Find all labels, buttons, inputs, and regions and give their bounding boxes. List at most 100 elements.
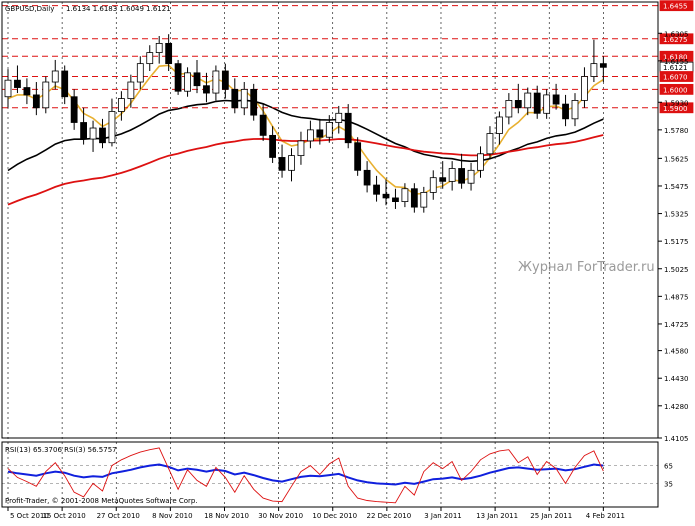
rsi3-line (7, 447, 604, 504)
candle-body (382, 193, 390, 199)
price-level-label: 1.5900 (663, 105, 688, 113)
y-tick-label: 1.6155 (664, 58, 689, 66)
rsi-label: RSI(13) 65.3706 RSI(3) 56.5757 (5, 446, 117, 454)
main-panel-frame (1, 1, 659, 439)
y-tick-label: 1.5475 (664, 183, 689, 191)
candle-body (42, 81, 50, 109)
x-tick-label: 4 Feb 2011 (586, 512, 625, 520)
x-tick-label: 22 Dec 2010 (366, 512, 411, 520)
price-level-label: 1.6180 (663, 53, 688, 61)
chart-header-symbol: GBPUSD,Daily (5, 5, 54, 13)
candle-body (146, 52, 154, 65)
candle-body (250, 88, 258, 116)
candle-body (136, 63, 144, 83)
candle-body (373, 184, 380, 195)
candle-body (193, 72, 201, 87)
candle-body (23, 87, 31, 96)
y-tick-label: 1.5025 (664, 266, 689, 274)
candle-body (70, 96, 78, 123)
candle-body (344, 112, 352, 144)
x-tick-label: 8 Nov 2010 (152, 512, 192, 520)
candle-body (174, 63, 182, 92)
candle-body (562, 103, 569, 120)
y-tick-label: 1.5930 (664, 99, 689, 107)
candle-body (543, 94, 551, 114)
rsi-panel-frame (1, 441, 659, 508)
y-tick-label: 1.5780 (664, 127, 689, 135)
candle-body (51, 70, 59, 83)
chart-header-ohlc: 1.6134 1.6183 1.6049 1.6121 (66, 5, 171, 13)
x-tick-label: 18 Nov 2010 (204, 512, 249, 520)
candle-body (533, 92, 541, 114)
footer-copyright: Profit-Trader, © 2001-2008 MetaQuotes So… (5, 497, 198, 505)
price-level-label: 1.6000 (663, 86, 688, 94)
candle-body (212, 70, 220, 94)
candle-body (505, 100, 513, 118)
rsi13-line (7, 463, 604, 486)
candle-body (590, 63, 598, 77)
candle-body (420, 192, 428, 208)
candle-body (458, 168, 466, 184)
candle-body (99, 127, 106, 144)
candle-body (127, 81, 135, 99)
x-tick-label: 5 Oct 2010 (10, 512, 49, 520)
candle-body (448, 168, 456, 182)
ma-mid-line (7, 99, 604, 172)
y-tick-label: 1.4105 (664, 435, 689, 443)
candle-body (184, 72, 191, 92)
candle-body (495, 116, 503, 134)
x-tick-label: 30 Nov 2010 (258, 512, 303, 520)
x-tick-label: 3 Jan 2011 (424, 512, 462, 520)
candle-body (306, 129, 314, 142)
candle-body (363, 169, 371, 186)
y-tick-label: 1.6305 (664, 30, 689, 38)
y-tick-label: 1.4280 (664, 403, 689, 411)
candle-body (278, 157, 286, 171)
x-tick-label: 27 Oct 2010 (97, 512, 140, 520)
price-level-label: 1.6121 (663, 64, 688, 72)
candle-body (240, 88, 248, 109)
rsi-tick-label: 65 (664, 463, 673, 471)
candle-body (486, 133, 494, 155)
y-tick-label: 1.4580 (664, 348, 689, 356)
candle-body (165, 42, 173, 65)
candle-body (61, 70, 69, 98)
x-tick-label: 15 Oct 2010 (42, 512, 85, 520)
candle-body (14, 79, 21, 88)
y-tick-label: 1.5325 (664, 211, 689, 219)
candle-body (392, 197, 399, 203)
candle-body (259, 114, 267, 136)
candle-body (429, 177, 437, 193)
candle-body (552, 94, 560, 105)
candle-body (316, 129, 324, 138)
watermark: Журнал ForTrader.ru (518, 260, 655, 275)
candle-body (288, 155, 295, 171)
price-level-box (659, 83, 694, 95)
candle-body (108, 111, 116, 144)
candle-body (80, 122, 87, 140)
candle-body (571, 100, 579, 120)
candle-body (581, 76, 588, 101)
price-level-label: 1.6275 (663, 36, 688, 44)
price-level-box (659, 0, 694, 12)
candle-body (354, 142, 362, 171)
x-tick-label: 13 Jan 2011 (476, 512, 518, 520)
price-level-box (659, 50, 694, 62)
price-level-label: 1.6455 (663, 3, 688, 11)
candle-body (325, 122, 333, 138)
price-level-box (659, 71, 694, 82)
candle-body (467, 169, 475, 184)
candle-body (410, 188, 418, 208)
y-tick-label: 1.4430 (664, 375, 689, 383)
candle-body (4, 79, 12, 98)
candle-body (297, 140, 305, 157)
price-level-box (659, 33, 694, 45)
candle-body (599, 63, 607, 68)
candle-body (203, 85, 210, 94)
candle-body (118, 98, 125, 112)
candle-body (231, 88, 239, 109)
x-tick-label: 10 Dec 2010 (312, 512, 357, 520)
x-tick-label: 25 Jan 2011 (530, 512, 572, 520)
